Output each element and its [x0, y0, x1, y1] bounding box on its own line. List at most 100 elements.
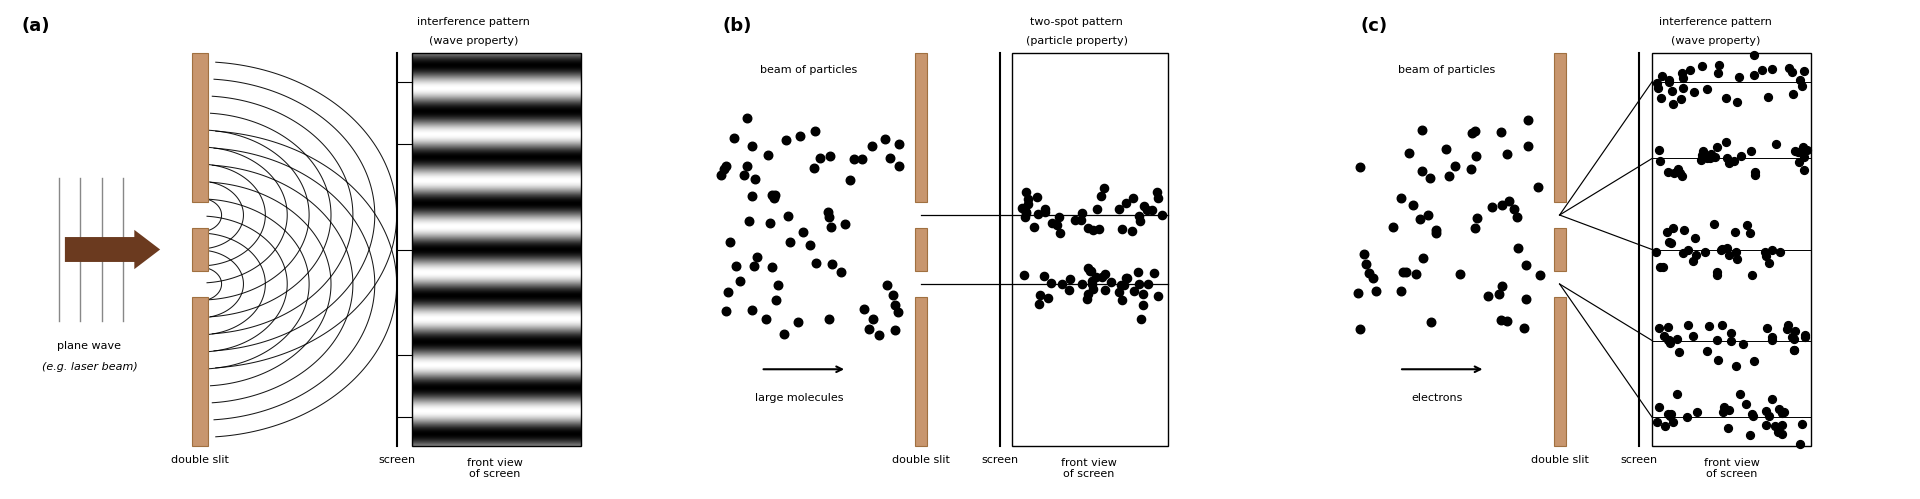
Point — [1751, 421, 1782, 429]
Point — [1751, 407, 1782, 415]
Point — [1774, 63, 1805, 71]
Point — [1724, 73, 1755, 81]
Point — [1701, 271, 1732, 279]
Point — [1663, 348, 1693, 356]
Point — [879, 301, 910, 309]
Point — [1379, 223, 1409, 231]
Point — [1688, 62, 1718, 70]
Point — [1772, 325, 1803, 333]
Point — [1649, 422, 1680, 430]
Point — [1738, 51, 1768, 59]
Point — [1695, 150, 1726, 158]
Text: large molecules: large molecules — [755, 393, 843, 403]
Point — [1784, 75, 1814, 83]
Point — [814, 213, 845, 221]
Text: (e.g. laser beam): (e.g. laser beam) — [42, 362, 138, 372]
Point — [1081, 273, 1112, 281]
Point — [1699, 153, 1730, 161]
Point — [1657, 411, 1688, 419]
Point — [1667, 95, 1697, 103]
Point — [1665, 169, 1695, 177]
Point — [804, 154, 835, 162]
Point — [1071, 294, 1102, 302]
Point — [1142, 188, 1173, 196]
Point — [1680, 251, 1711, 259]
Point — [1108, 296, 1139, 304]
Point — [1720, 228, 1751, 236]
Bar — [916, 297, 927, 446]
Point — [1089, 184, 1119, 192]
Point — [1778, 335, 1809, 343]
Point — [1430, 145, 1461, 153]
Point — [1357, 274, 1388, 282]
Point — [772, 212, 803, 220]
Point — [783, 318, 814, 326]
Point — [1486, 282, 1517, 290]
Point — [1390, 268, 1421, 276]
Point — [1644, 146, 1674, 154]
Point — [1716, 337, 1747, 345]
Point — [1021, 193, 1052, 201]
Point — [1688, 147, 1718, 155]
Text: front view
of screen: front view of screen — [467, 458, 522, 480]
Point — [1361, 287, 1392, 295]
Point — [1006, 205, 1037, 213]
Point — [1788, 420, 1818, 428]
Point — [1705, 246, 1736, 254]
Point — [1728, 340, 1759, 348]
Point — [1644, 403, 1674, 411]
Point — [1413, 211, 1444, 219]
Point — [732, 114, 762, 122]
Point — [1129, 202, 1160, 210]
Point — [1060, 216, 1091, 224]
Point — [1686, 151, 1716, 159]
Point — [785, 132, 816, 140]
Point — [1757, 333, 1788, 341]
Point — [1753, 412, 1784, 420]
Point — [1044, 214, 1075, 222]
Point — [708, 165, 739, 173]
Point — [1720, 249, 1751, 256]
Point — [1699, 221, 1730, 229]
Point — [1674, 66, 1705, 74]
Point — [1023, 210, 1054, 218]
Point — [858, 315, 889, 323]
FancyArrow shape — [65, 230, 159, 269]
Text: double slit: double slit — [893, 456, 950, 466]
Point — [1701, 268, 1732, 276]
Point — [1455, 129, 1486, 137]
Point — [1655, 76, 1686, 84]
Point — [1486, 316, 1517, 324]
Point — [726, 277, 756, 285]
Point — [1083, 225, 1114, 233]
Point — [1117, 287, 1148, 295]
Point — [1668, 74, 1699, 82]
Point — [1117, 195, 1148, 203]
Bar — [1553, 297, 1565, 446]
Point — [1066, 209, 1096, 217]
Point — [1657, 100, 1688, 108]
Point — [1492, 150, 1523, 158]
Point — [1123, 267, 1154, 275]
Point — [816, 260, 847, 268]
Point — [864, 330, 895, 338]
Point — [1018, 223, 1048, 231]
Point — [710, 307, 741, 315]
Point — [1106, 281, 1137, 289]
Point — [1142, 292, 1173, 300]
Text: screen: screen — [1620, 456, 1657, 466]
Point — [870, 135, 900, 143]
Point — [1720, 362, 1751, 370]
Point — [1112, 274, 1142, 282]
Point — [1778, 346, 1809, 354]
Point — [776, 238, 806, 246]
Point — [1703, 61, 1734, 69]
Point — [1753, 93, 1784, 101]
Point — [741, 253, 772, 261]
Point — [1647, 263, 1678, 271]
Text: double slit: double slit — [171, 456, 228, 466]
Point — [1655, 412, 1686, 420]
Point — [720, 262, 751, 270]
Point — [1657, 418, 1688, 426]
Text: (wave property): (wave property) — [428, 36, 518, 46]
